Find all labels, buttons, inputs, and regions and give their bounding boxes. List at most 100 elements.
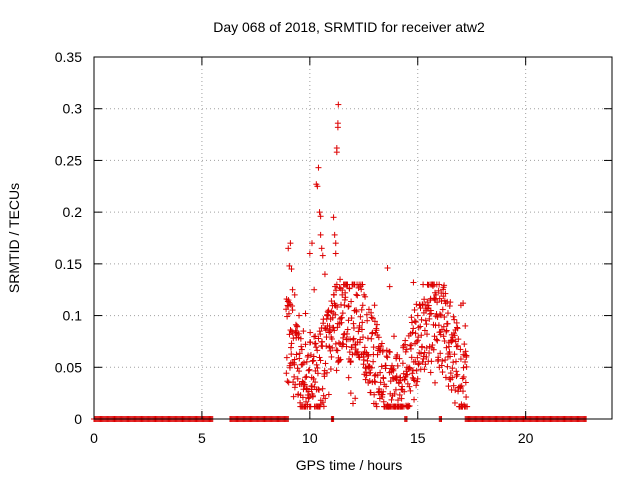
data-point <box>420 353 427 360</box>
data-point <box>324 369 331 376</box>
data-point <box>397 374 404 381</box>
data-point <box>364 317 371 324</box>
data-point <box>437 312 444 319</box>
data-point <box>306 366 313 373</box>
data-point <box>326 323 333 330</box>
data-point <box>441 337 448 344</box>
data-point <box>317 357 324 364</box>
data-point <box>415 334 422 341</box>
data-point <box>393 353 400 360</box>
data-point <box>446 302 453 309</box>
data-point <box>367 369 374 376</box>
data-point <box>364 351 371 358</box>
data-point <box>315 164 322 171</box>
data-point <box>388 396 395 403</box>
data-point <box>291 361 298 368</box>
data-point <box>451 351 458 358</box>
data-point <box>411 318 418 325</box>
data-point <box>347 390 354 397</box>
data-point <box>332 311 339 318</box>
data-point <box>349 351 356 358</box>
data-point <box>331 231 338 238</box>
data-point <box>410 279 417 286</box>
data-point <box>382 362 389 369</box>
data-point <box>296 350 303 357</box>
data-point <box>406 402 413 409</box>
data-point <box>350 336 357 343</box>
data-point <box>359 319 366 326</box>
y-tick-label: 0.25 <box>55 152 82 168</box>
data-point <box>412 319 419 326</box>
data-point <box>344 326 351 333</box>
axis-ticks <box>93 56 612 420</box>
data-point <box>401 376 408 383</box>
data-point <box>315 335 322 342</box>
data-point <box>441 314 448 321</box>
data-point <box>353 308 360 315</box>
data-point <box>407 342 414 349</box>
data-point <box>462 348 469 355</box>
data-point <box>372 400 379 407</box>
data-point <box>383 353 390 360</box>
data-point <box>422 317 429 324</box>
data-point <box>316 209 323 216</box>
data-point <box>408 341 415 348</box>
data-point <box>291 291 298 298</box>
data-point <box>303 373 310 380</box>
data-point <box>406 383 413 390</box>
data-point <box>292 327 299 334</box>
data-point <box>284 378 291 385</box>
data-point <box>423 331 430 338</box>
data-point <box>332 240 339 247</box>
data-point <box>375 343 382 350</box>
data-point <box>417 323 424 330</box>
data-point <box>380 388 387 395</box>
data-point <box>341 296 348 303</box>
data-point <box>326 343 333 350</box>
data-point <box>296 355 303 362</box>
data-point <box>292 381 299 388</box>
data-point <box>330 324 337 331</box>
data-point <box>391 333 398 340</box>
data-point <box>340 341 347 348</box>
data-point <box>460 373 467 380</box>
data-point <box>444 310 451 317</box>
data-point <box>348 344 355 351</box>
data-point <box>371 378 378 385</box>
data-point <box>343 330 350 337</box>
data-point <box>443 327 450 334</box>
data-point <box>415 361 422 368</box>
data-point <box>286 364 293 371</box>
x-tick-label: 0 <box>90 430 98 446</box>
data-point <box>442 290 449 297</box>
data-point <box>347 359 354 366</box>
data-point <box>343 343 350 350</box>
data-point <box>451 316 458 323</box>
data-point <box>451 399 458 406</box>
data-point <box>372 379 379 386</box>
data-point <box>314 364 321 371</box>
data-point <box>302 341 309 348</box>
data-point <box>290 393 297 400</box>
data-point <box>411 306 418 313</box>
data-point <box>322 360 329 367</box>
data-point <box>305 367 312 374</box>
data-point <box>377 369 384 376</box>
data-point <box>354 292 361 299</box>
data-point <box>463 363 470 370</box>
data-point <box>332 250 339 257</box>
data-point <box>444 353 451 360</box>
data-point <box>368 314 375 321</box>
data-point <box>408 354 415 361</box>
data-point <box>315 386 322 393</box>
data-point <box>331 291 338 298</box>
data-point <box>304 385 311 392</box>
data-point <box>463 353 470 360</box>
y-tick-label: 0 <box>74 411 82 427</box>
data-point <box>291 356 298 363</box>
y-tick-label: 0.35 <box>55 49 82 65</box>
data-point <box>442 374 449 381</box>
data-point <box>357 313 364 320</box>
data-point <box>445 383 452 390</box>
data-point <box>435 322 442 329</box>
